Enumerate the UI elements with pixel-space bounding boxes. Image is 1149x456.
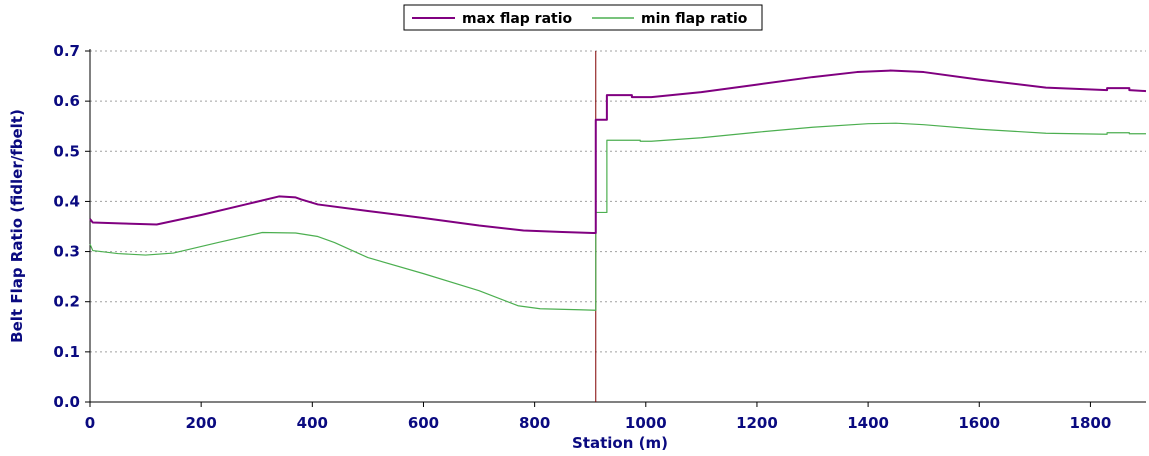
x-tick-label: 600 bbox=[408, 414, 439, 432]
y-tick-label: 0.0 bbox=[53, 393, 80, 411]
y-tick-label: 0.1 bbox=[53, 343, 80, 361]
y-axis-title: Belt Flap Ratio (fidler/fbelt) bbox=[8, 109, 26, 343]
legend-label-min: min flap ratio bbox=[641, 11, 748, 27]
legend-box bbox=[403, 4, 763, 31]
legend-label-max: max flap ratio bbox=[462, 11, 573, 27]
x-tick-label: 1800 bbox=[1070, 414, 1112, 432]
x-tick-label: 400 bbox=[297, 414, 328, 432]
y-tick-label: 0.5 bbox=[53, 142, 80, 160]
y-tick-label: 0.7 bbox=[53, 42, 80, 60]
x-tick-label: 1200 bbox=[736, 414, 778, 432]
series-line-min-flap-ratio bbox=[89, 122, 1146, 311]
x-axis-title: Station (m) bbox=[572, 434, 668, 452]
x-tick-label: 800 bbox=[519, 414, 550, 432]
series-line-max-flap-ratio bbox=[89, 69, 1147, 235]
x-tick-label: 0 bbox=[85, 414, 95, 432]
y-tick-label: 0.2 bbox=[53, 293, 80, 311]
x-tick-label: 1600 bbox=[958, 414, 1000, 432]
series-layer bbox=[89, 69, 1147, 311]
grid-lines bbox=[90, 50, 1146, 353]
tick-labels: 0.0 0.1 0.2 0.3 0.4 0.5 0.6 0.7 0 200 400 600 800 100… bbox=[53, 42, 1111, 432]
legend: max flap ratio min flap ratio bbox=[403, 4, 763, 31]
axes bbox=[85, 49, 1146, 407]
x-tick-label: 200 bbox=[186, 414, 217, 432]
x-tick-label: 1000 bbox=[625, 414, 667, 432]
x-tick-label: 1400 bbox=[847, 414, 889, 432]
y-tick-label: 0.3 bbox=[53, 243, 80, 261]
y-tick-label: 0.6 bbox=[53, 92, 80, 110]
y-tick-label: 0.4 bbox=[53, 192, 80, 210]
